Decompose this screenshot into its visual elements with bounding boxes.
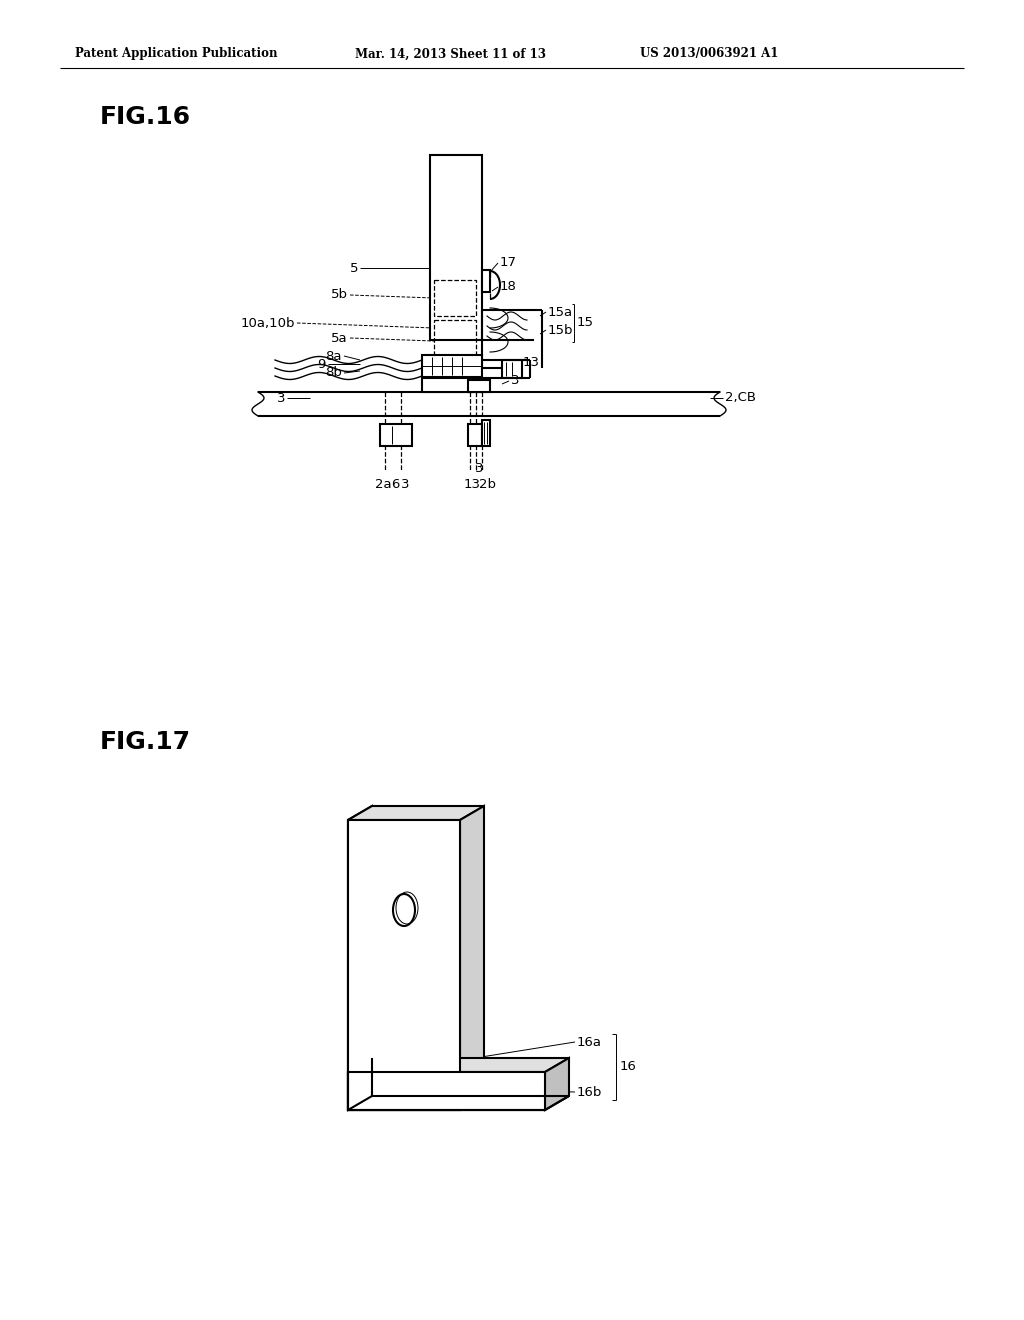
Text: 8b: 8b — [326, 367, 342, 380]
Text: 16b: 16b — [577, 1085, 602, 1098]
Polygon shape — [348, 1059, 569, 1072]
Text: US 2013/0063921 A1: US 2013/0063921 A1 — [640, 48, 778, 61]
Text: Patent Application Publication: Patent Application Publication — [75, 48, 278, 61]
Text: 6: 6 — [391, 478, 399, 491]
Text: 13: 13 — [523, 356, 540, 370]
Text: 13: 13 — [464, 478, 480, 491]
Text: 9: 9 — [317, 358, 326, 371]
Bar — [434, 280, 476, 315]
Text: 5: 5 — [349, 261, 358, 275]
Text: 5a: 5a — [332, 331, 348, 345]
Bar — [502, 360, 522, 378]
Text: 5b: 5b — [331, 289, 348, 301]
Ellipse shape — [393, 894, 415, 927]
Polygon shape — [348, 820, 460, 1110]
Polygon shape — [348, 1072, 545, 1110]
Bar — [482, 420, 490, 446]
Bar — [422, 355, 482, 378]
Text: 3: 3 — [511, 375, 519, 388]
Text: FIG.17: FIG.17 — [100, 730, 191, 754]
Polygon shape — [460, 807, 484, 1072]
Bar — [468, 424, 482, 446]
Polygon shape — [348, 1072, 545, 1110]
Text: 18: 18 — [500, 281, 517, 293]
Text: Mar. 14, 2013 Sheet 11 of 13: Mar. 14, 2013 Sheet 11 of 13 — [355, 48, 546, 61]
Text: 3: 3 — [400, 478, 410, 491]
Bar — [468, 380, 490, 392]
Text: 2a: 2a — [375, 478, 391, 491]
Text: 17: 17 — [500, 256, 517, 269]
Text: 3: 3 — [475, 462, 483, 475]
Text: FIG.16: FIG.16 — [100, 106, 191, 129]
Bar — [422, 378, 482, 392]
Bar — [434, 319, 476, 362]
Polygon shape — [545, 1059, 569, 1110]
Polygon shape — [348, 807, 484, 820]
Text: 2,CB: 2,CB — [725, 392, 756, 404]
Bar — [482, 271, 490, 292]
Polygon shape — [348, 820, 460, 1110]
Text: 2b: 2b — [479, 478, 497, 491]
Text: 15a: 15a — [548, 305, 573, 318]
Bar — [430, 154, 482, 341]
Text: 15b: 15b — [548, 323, 573, 337]
Bar — [380, 424, 412, 446]
Polygon shape — [348, 807, 372, 1110]
Text: 10a,10b: 10a,10b — [241, 317, 295, 330]
Text: 3: 3 — [276, 392, 285, 404]
Text: 8a: 8a — [326, 350, 342, 363]
Text: 16a: 16a — [577, 1035, 602, 1048]
Text: 15: 15 — [577, 317, 594, 330]
Text: 16: 16 — [620, 1060, 637, 1073]
